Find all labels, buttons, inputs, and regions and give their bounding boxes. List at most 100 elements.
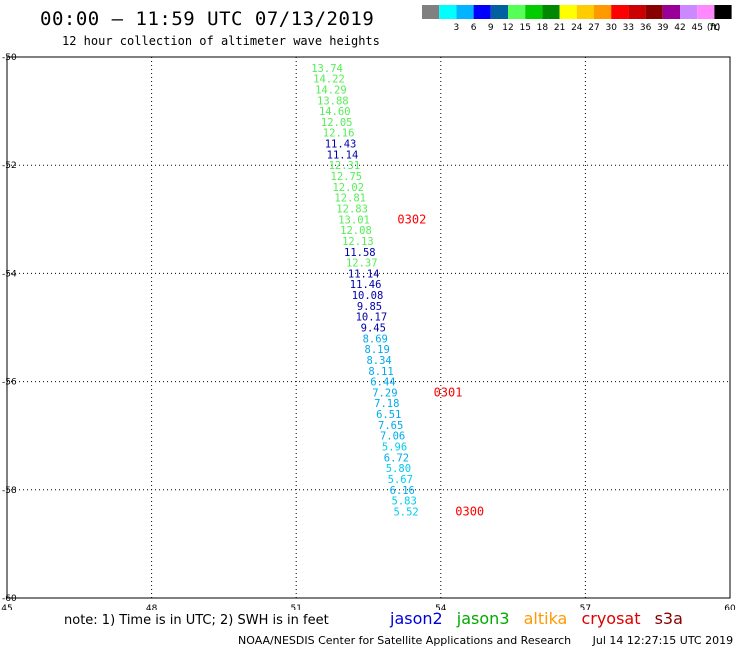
scale-tick-label: 33 [623,23,634,33]
lon-tick-label: 45 [1,604,12,610]
wave-height-label: 12.37 [346,258,378,270]
wave-height-label: 8.11 [368,366,393,378]
wave-height-label: 8.19 [365,344,390,356]
lat-tick-label: -54 [2,269,17,279]
scale-swatch [697,5,715,19]
scale-tick-label: 9 [488,23,494,33]
lon-tick-label: 60 [724,604,736,610]
wave-height-map: 45 48 51 54 57 60 -50 -52 -54 -56 -58 -60 13.7414.22… [1,53,736,610]
legend-jason2: jason2 [390,609,443,628]
scale-swatch [473,5,491,19]
wave-height-label: 11.14 [327,149,359,161]
wave-height-label: 11.14 [348,268,380,280]
scale-tick-label: 6 [471,23,477,33]
scale-tick-label: 12 [502,23,513,33]
wave-height-label: 9.85 [357,301,382,313]
wave-height-label: 5.80 [386,463,411,475]
scale-tick-label: 27 [588,23,599,33]
wave-height-label: 11.43 [325,139,357,151]
wave-height-label: 13.01 [338,214,370,226]
wave-height-label: 5.96 [382,442,407,454]
wave-height-label: 6.51 [376,409,401,421]
wave-height-label: 12.75 [331,171,363,183]
scale-swatch [490,5,508,19]
wave-height-label: 8.69 [363,333,388,345]
scale-tick-label: 21 [554,23,565,33]
scale-swatch [645,5,663,19]
legend-altika: altika [523,609,568,628]
wave-height-label: 12.83 [336,203,368,215]
wave-height-label: 9.45 [361,323,386,335]
scale-swatch [456,5,474,19]
wave-height-label: 7.65 [378,420,403,432]
wave-height-label: 6.16 [390,485,415,497]
map-title: 00:00 – 11:59 UTC 07/13/2019 [40,8,375,30]
legend-jason3: jason3 [456,609,510,628]
credit-text: NOAA/NESDIS Center for Satellite Applica… [238,634,572,647]
credit-line: NOAA/NESDIS Center for Satellite Applica… [238,634,733,647]
wave-height-label: 12.05 [321,117,353,129]
wave-height-label: 13.88 [317,95,349,107]
wave-height-label: 10.17 [356,312,388,324]
wave-height-label: 14.60 [319,106,351,118]
satellite-legend: jason2 jason3 altika cryosat s3a [390,609,692,628]
wave-height-label: 7.29 [372,387,397,399]
scale-tick-label: 30 [605,23,617,33]
scale-swatch [680,5,698,19]
scale-tick-label: 24 [571,23,583,33]
lat-tick-label: -58 [2,486,17,496]
lon-tick-label: 51 [290,604,301,610]
lat-tick-label: -52 [2,161,17,171]
wave-height-label: 8.34 [366,355,391,367]
wave-height-label: 12.13 [342,236,374,248]
wave-height-label: 12.16 [323,128,355,140]
scale-tick-label: 18 [537,23,549,33]
wave-height-label: 5.83 [392,496,417,508]
scale-tick-label: 70 [709,23,721,33]
wave-height-label: 6.72 [384,452,409,464]
pass-time-label: 0300 [455,504,484,518]
scale-swatch [542,5,560,19]
wave-height-label: 12.81 [334,193,366,205]
wave-height-label: 7.06 [380,431,405,443]
scale-swatch [439,5,457,19]
wave-height-label: 11.46 [350,279,382,291]
legend-cryosat: cryosat [581,609,641,628]
wave-height-label: 13.74 [311,63,343,75]
scale-swatch [594,5,612,19]
pass-time-label: 0301 [434,385,463,399]
lat-tick-label: -60 [2,594,17,604]
scale-tick-label: 36 [640,23,652,33]
scale-swatch [525,5,543,19]
wave-height-label: 7.18 [374,398,399,410]
footer-note: note: 1) Time is in UTC; 2) SWH is in fe… [64,613,329,628]
map-subtitle: 12 hour collection of altimeter wave hei… [62,34,380,48]
scale-tick-label: 45 [691,23,702,33]
pass-time-label: 0302 [397,212,426,226]
scale-unit-label: (ft) [707,23,721,33]
scale-swatch [714,5,732,19]
credit-timestamp: Jul 14 12:27:15 UTC 2019 [592,634,734,647]
wave-height-label: 11.58 [344,247,376,259]
wave-height-label: 5.67 [388,474,413,486]
scale-tick-label: 42 [674,23,685,33]
wave-height-label: 12.02 [332,182,364,194]
scale-swatch [662,5,680,19]
lon-tick-label: 54 [435,604,447,610]
map-frame [6,56,731,599]
wave-height-label: 12.08 [340,225,372,237]
wave-height-label: 14.22 [313,74,345,86]
wave-height-label: 6.44 [370,377,395,389]
color-scale-legend: 3 6 9 12 15 18 21 24 27 30 33 36 39 42 45 70(ft) [422,5,732,33]
lat-tick-label: -56 [2,378,17,388]
scale-swatch [628,5,646,19]
lat-tick-label: -50 [2,53,17,63]
scale-tick-label: 15 [519,23,530,33]
wave-height-label: 12.31 [329,160,361,172]
scale-swatch [508,5,526,19]
scale-swatch [576,5,594,19]
lon-tick-label: 57 [580,604,591,610]
wave-height-label: 10.08 [352,290,384,302]
wave-height-label: 14.29 [315,84,347,96]
scale-swatch [422,5,440,19]
